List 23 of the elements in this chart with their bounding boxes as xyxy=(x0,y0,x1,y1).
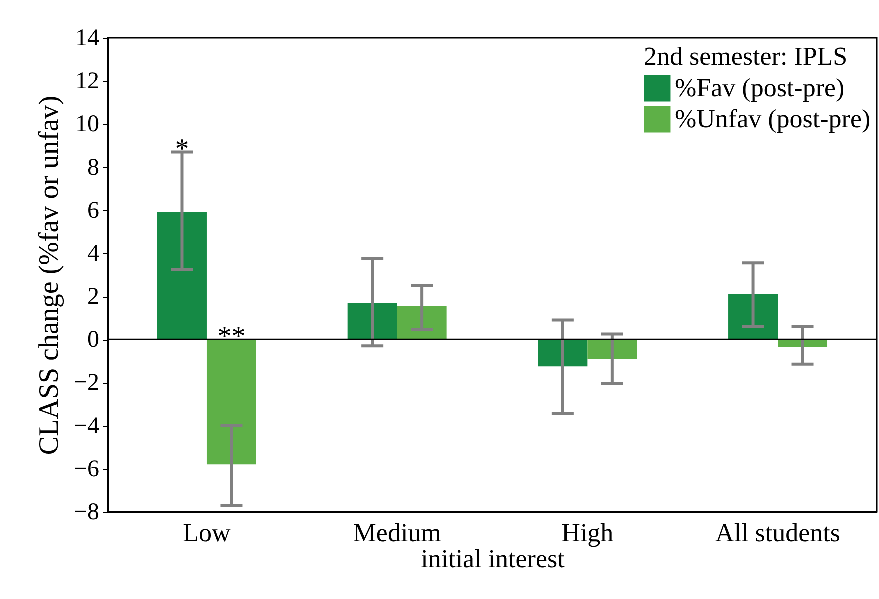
y-tick-label: 6 xyxy=(88,198,100,224)
annotation: ** xyxy=(218,322,246,353)
x-tick-label: High xyxy=(562,518,614,548)
y-tick-label: 10 xyxy=(76,112,100,138)
y-tick-label: 4 xyxy=(88,240,100,267)
y-tick-label: 8 xyxy=(88,154,100,181)
y-tick-label: −4 xyxy=(74,413,100,440)
y-tick-label: −6 xyxy=(74,456,100,482)
y-axis-title: CLASS change (%fav or unfav) xyxy=(34,96,65,456)
legend-label: %Fav (post-pre) xyxy=(675,74,845,102)
x-tick-label: Low xyxy=(183,518,232,548)
x-tick-label: Medium xyxy=(353,518,442,548)
y-tick-label: 2 xyxy=(88,284,100,310)
legend-label: %Unfav (post-pre) xyxy=(675,104,871,134)
y-tick-label: 14 xyxy=(76,26,100,52)
y-tick-label: −2 xyxy=(74,370,100,396)
annotation: * xyxy=(175,134,190,166)
x-axis-title: initial interest xyxy=(421,544,566,574)
x-tick-label: All students xyxy=(716,518,840,548)
y-tick-label: 12 xyxy=(76,68,100,95)
y-tick-label: 0 xyxy=(88,327,100,354)
y-tick-label: −8 xyxy=(74,500,100,526)
legend-title: 2nd semester: IPLS xyxy=(644,42,848,71)
